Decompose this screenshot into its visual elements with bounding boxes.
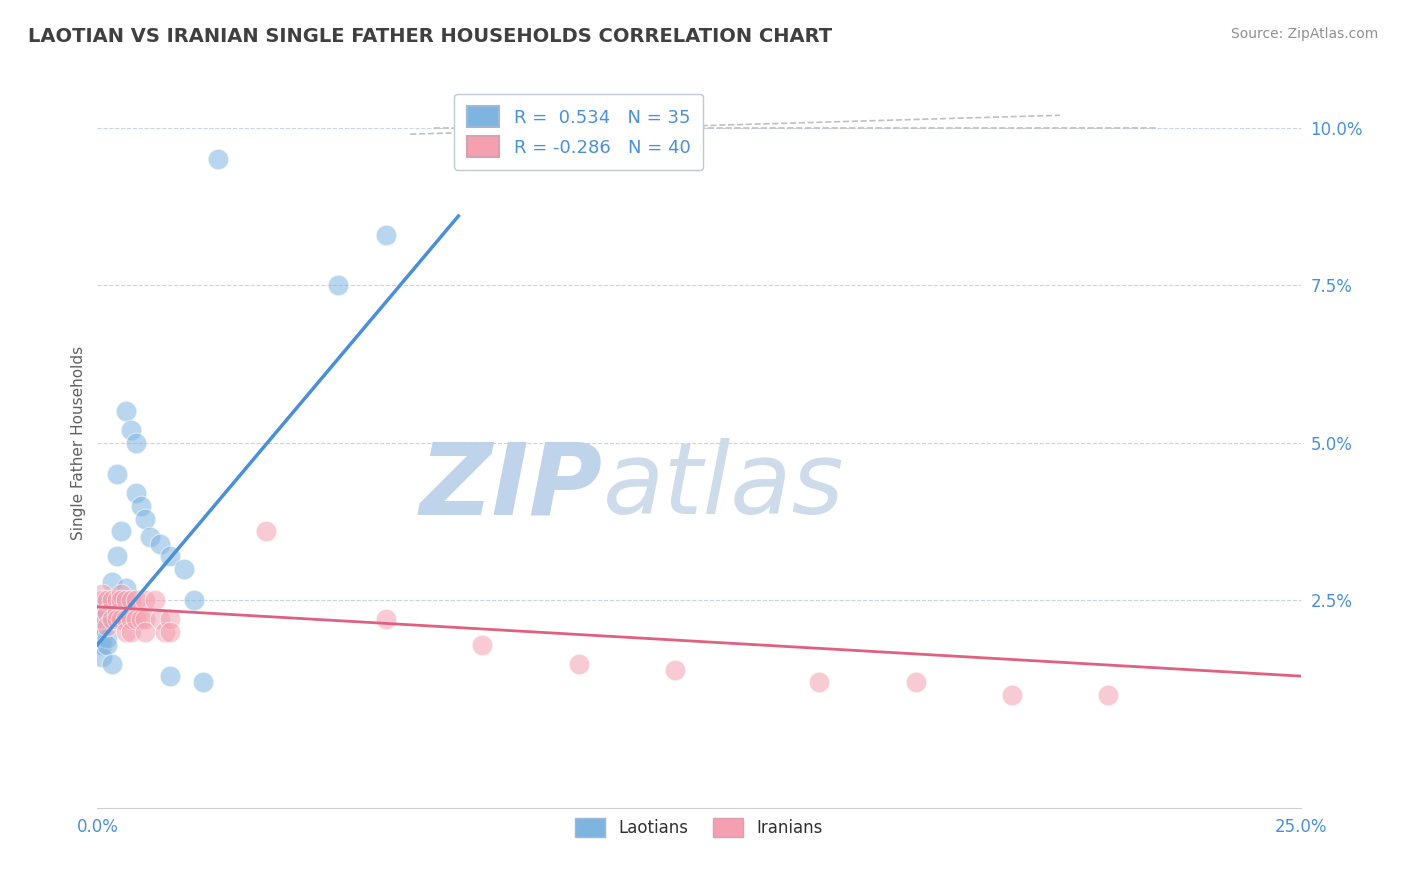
Point: [91, 650, 114, 665]
Point: [193, 675, 215, 690]
Point: [326, 278, 349, 293]
Point: [101, 574, 124, 589]
Point: [105, 549, 128, 564]
Point: [96, 606, 118, 620]
Point: [134, 625, 156, 640]
Point: [96, 593, 118, 607]
Point: [159, 625, 181, 640]
Point: [134, 612, 156, 626]
Point: [91, 612, 114, 626]
Point: [96, 606, 118, 620]
Point: [96, 618, 118, 632]
Point: [96, 638, 118, 652]
Point: [129, 499, 152, 513]
Point: [91, 638, 114, 652]
Point: [91, 603, 114, 617]
Y-axis label: Single Father Households: Single Father Households: [72, 346, 86, 540]
Point: [110, 587, 132, 601]
Text: atlas: atlas: [603, 438, 845, 535]
Text: Source: ZipAtlas.com: Source: ZipAtlas.com: [1230, 27, 1378, 41]
Point: [904, 675, 927, 690]
Point: [115, 581, 138, 595]
Point: [105, 612, 128, 626]
Point: [159, 549, 181, 564]
Point: [91, 587, 114, 601]
Point: [134, 511, 156, 525]
Text: ZIP: ZIP: [420, 438, 603, 535]
Point: [153, 625, 176, 640]
Point: [91, 599, 114, 614]
Point: [91, 632, 114, 646]
Point: [105, 606, 128, 620]
Point: [149, 612, 172, 626]
Point: [375, 612, 398, 626]
Point: [664, 663, 686, 677]
Point: [115, 625, 138, 640]
Point: [568, 657, 591, 671]
Point: [91, 618, 114, 632]
Point: [120, 423, 142, 437]
Point: [139, 531, 162, 545]
Legend: Laotians, Iranians: Laotians, Iranians: [568, 812, 830, 844]
Point: [101, 599, 124, 614]
Point: [115, 404, 138, 418]
Point: [120, 625, 142, 640]
Point: [96, 593, 118, 607]
Point: [1001, 688, 1024, 702]
Point: [1097, 688, 1119, 702]
Point: [105, 467, 128, 482]
Point: [101, 657, 124, 671]
Point: [115, 593, 138, 607]
Point: [120, 593, 142, 607]
Point: [115, 612, 138, 626]
Point: [159, 612, 181, 626]
Point: [110, 524, 132, 538]
Point: [110, 612, 132, 626]
Point: [101, 593, 124, 607]
Point: [125, 593, 148, 607]
Point: [125, 436, 148, 450]
Point: [173, 562, 195, 576]
Point: [129, 612, 152, 626]
Point: [125, 486, 148, 500]
Point: [471, 638, 494, 652]
Point: [110, 593, 132, 607]
Point: [91, 612, 114, 626]
Point: [101, 612, 124, 626]
Text: LAOTIAN VS IRANIAN SINGLE FATHER HOUSEHOLDS CORRELATION CHART: LAOTIAN VS IRANIAN SINGLE FATHER HOUSEHO…: [28, 27, 832, 45]
Point: [207, 153, 229, 167]
Point: [120, 612, 142, 626]
Point: [110, 593, 132, 607]
Point: [143, 593, 166, 607]
Point: [125, 612, 148, 626]
Point: [149, 537, 172, 551]
Point: [254, 524, 277, 538]
Point: [91, 593, 114, 607]
Point: [159, 669, 181, 683]
Point: [375, 227, 398, 242]
Point: [183, 593, 205, 607]
Point: [808, 675, 831, 690]
Point: [105, 593, 128, 607]
Point: [96, 632, 118, 646]
Point: [134, 593, 156, 607]
